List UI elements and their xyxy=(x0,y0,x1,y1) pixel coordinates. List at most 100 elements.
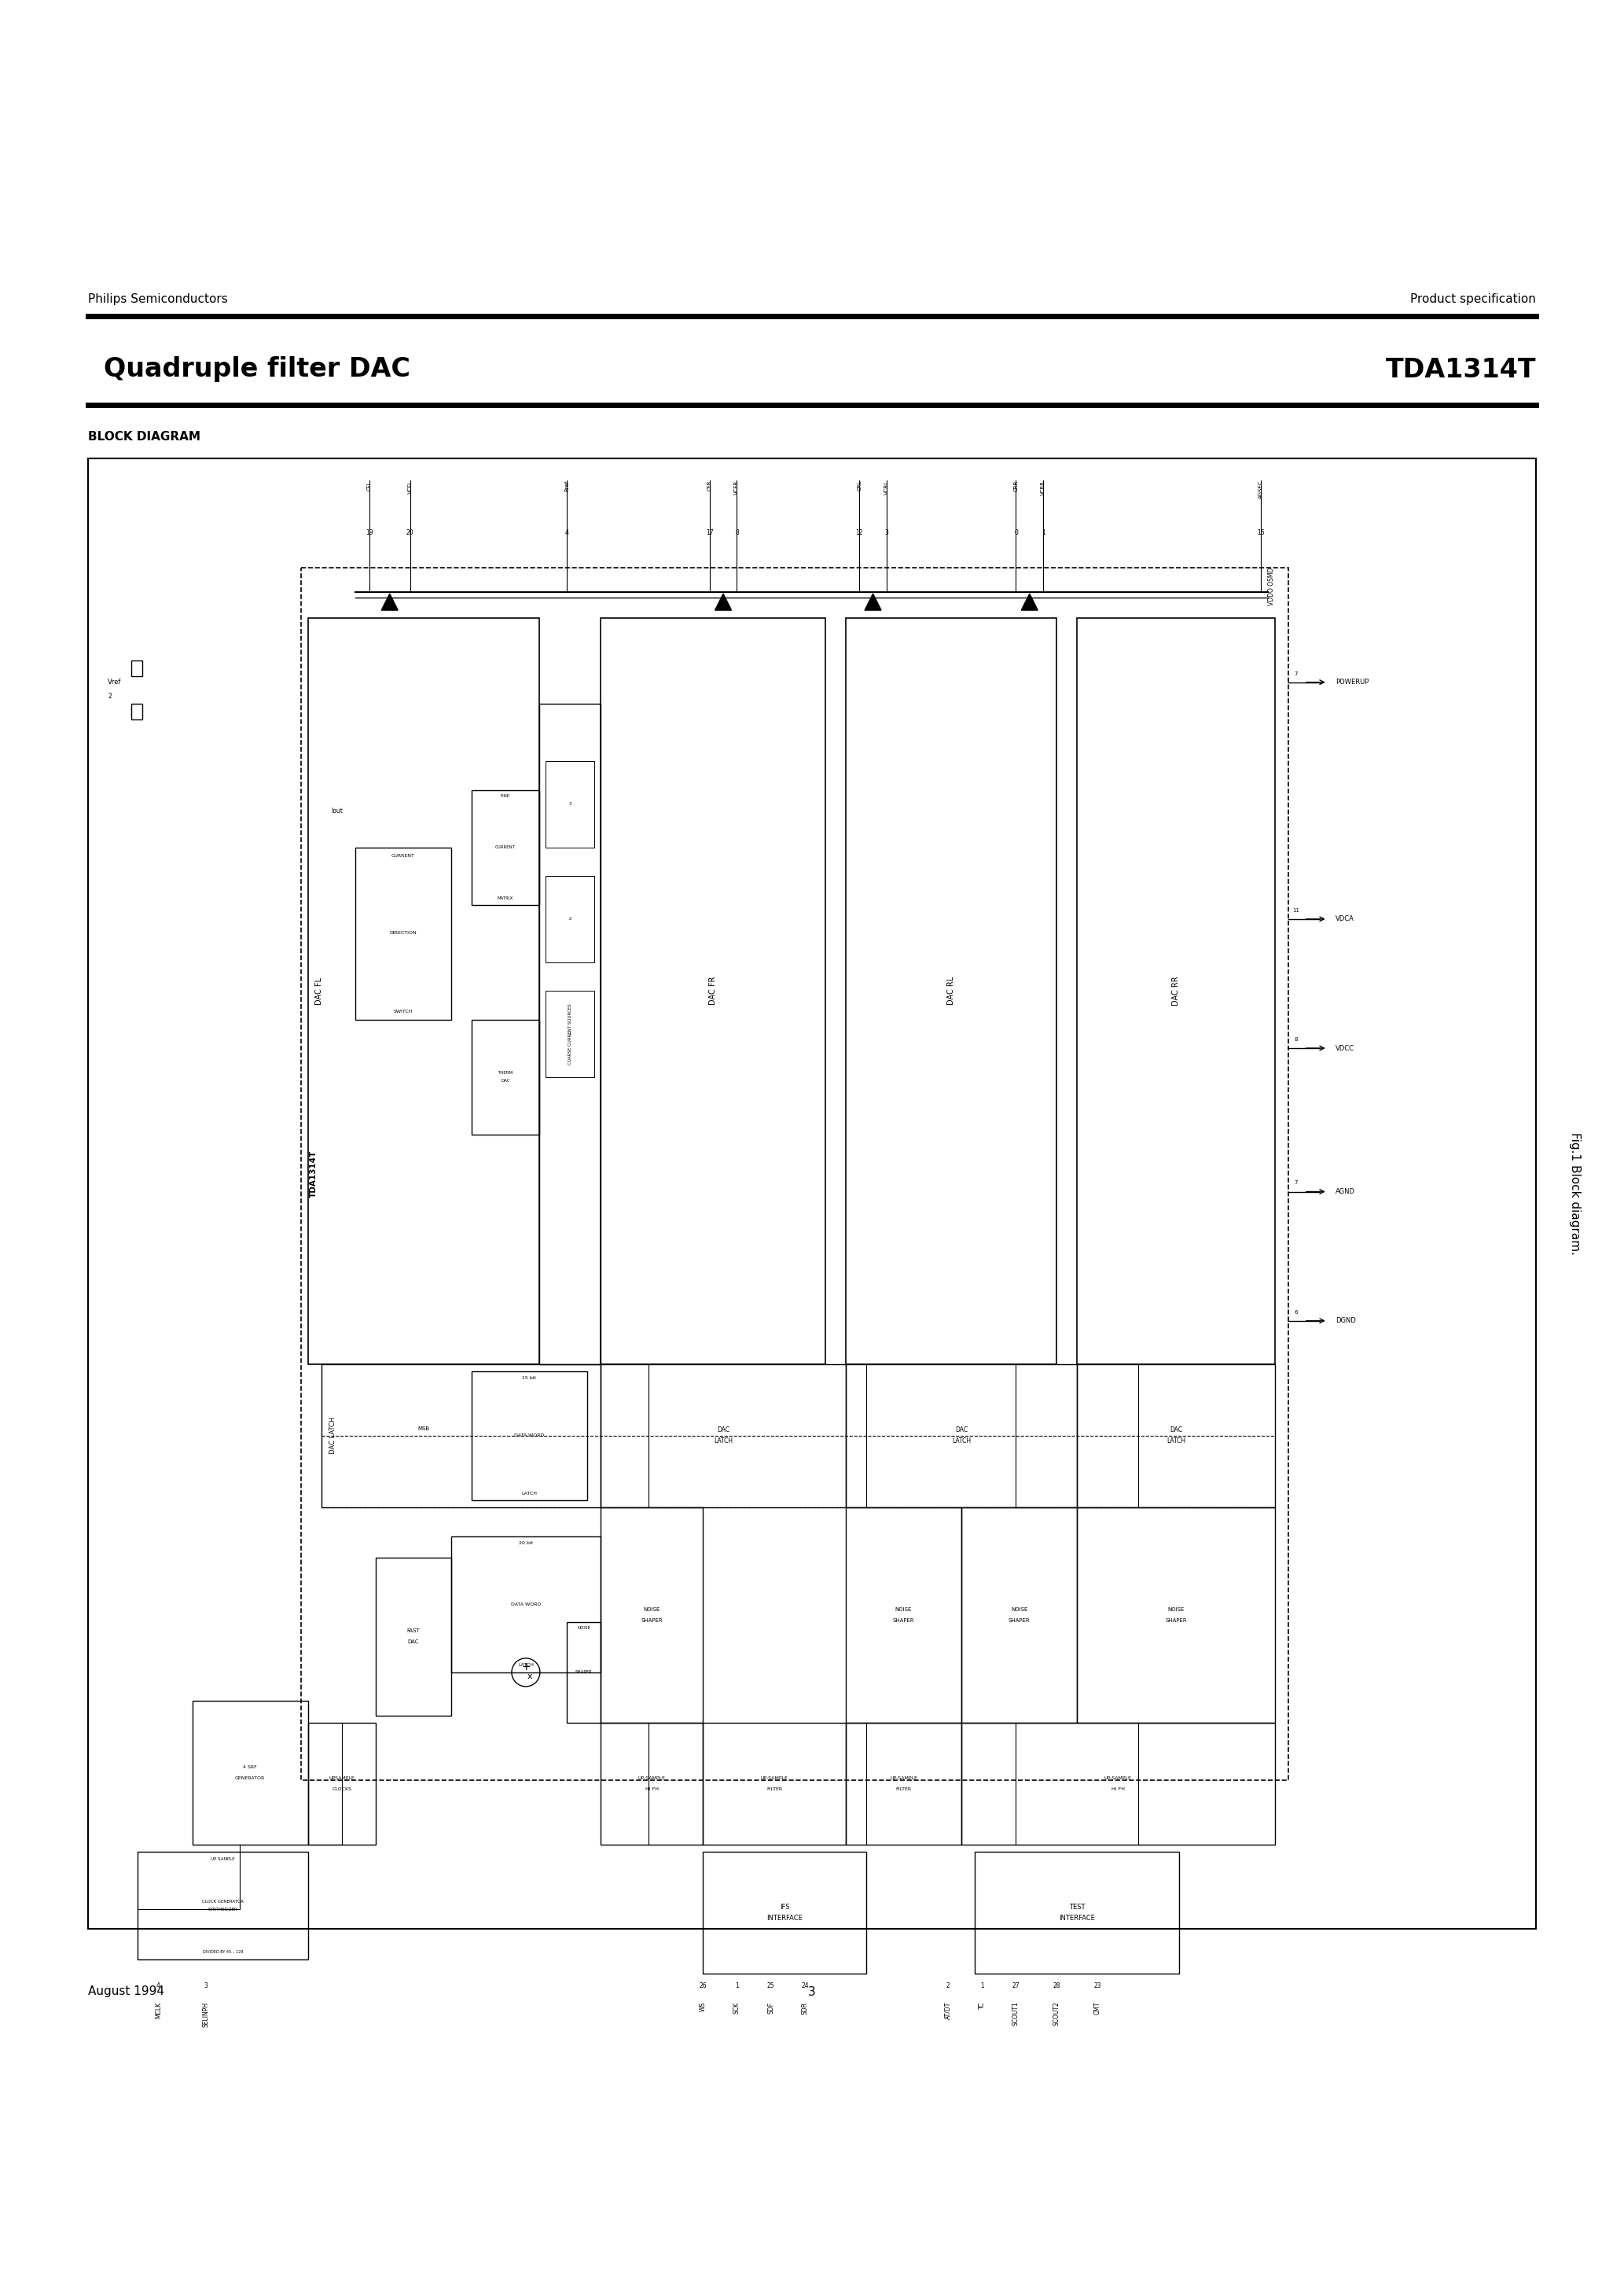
Bar xyxy=(961,1508,1077,1722)
Text: Product specification: Product specification xyxy=(1410,294,1536,305)
Text: POWERUP: POWERUP xyxy=(1335,680,1369,687)
Text: CRR: CRR xyxy=(1013,480,1018,491)
Text: SDR: SDR xyxy=(801,2002,809,2014)
Bar xyxy=(471,790,539,905)
Text: Philips Semiconductors: Philips Semiconductors xyxy=(88,294,227,305)
Text: UP SAMPLE: UP SAMPLE xyxy=(211,1857,235,1862)
Text: VDDO OSMD: VDDO OSMD xyxy=(1268,567,1275,606)
Bar xyxy=(601,1364,846,1508)
Bar xyxy=(974,1853,1179,1975)
Text: COARSE CURRENT SOURCES: COARSE CURRENT SOURCES xyxy=(568,1003,572,1065)
Text: HI FH: HI FH xyxy=(645,1786,658,1791)
Text: DAC: DAC xyxy=(1169,1426,1182,1433)
Text: SCK: SCK xyxy=(734,2002,741,2014)
Text: 2: 2 xyxy=(107,693,112,700)
Text: 4: 4 xyxy=(565,530,568,537)
Text: x: x xyxy=(528,1671,533,1681)
Text: SHAPER: SHAPER xyxy=(1164,1619,1187,1623)
Text: Fig.1 Block diagram.: Fig.1 Block diagram. xyxy=(1569,1132,1582,1256)
Bar xyxy=(471,1371,588,1499)
Text: CMT: CMT xyxy=(1095,2002,1101,2014)
Text: UP-SAMPLE: UP-SAMPLE xyxy=(638,1777,666,1779)
Text: DAC LATCH: DAC LATCH xyxy=(330,1417,336,1453)
Text: 8: 8 xyxy=(1294,1038,1298,1042)
Polygon shape xyxy=(864,595,882,611)
Text: TDA1314T: TDA1314T xyxy=(310,1150,318,1199)
Text: 4 SRF: 4 SRF xyxy=(244,1766,257,1770)
Text: FAST: FAST xyxy=(408,1628,421,1632)
Text: LATCH: LATCH xyxy=(952,1437,971,1444)
Text: SHAPER: SHAPER xyxy=(641,1619,663,1623)
Text: NOISE: NOISE xyxy=(643,1607,659,1612)
Bar xyxy=(846,1722,961,1844)
Bar xyxy=(132,661,143,677)
Text: WS: WS xyxy=(700,2002,706,2011)
Bar xyxy=(1077,618,1275,1364)
Text: THERM: THERM xyxy=(499,1070,513,1075)
Text: SHAPER: SHAPER xyxy=(893,1619,914,1623)
Text: VCFR: VCFR xyxy=(734,480,739,494)
Text: 1: 1 xyxy=(979,1981,984,1988)
Bar xyxy=(846,1508,961,1722)
Bar xyxy=(322,1364,601,1508)
Text: 2: 2 xyxy=(947,1981,950,1988)
Text: CRL: CRL xyxy=(857,480,862,491)
Text: CLOCK GENERATOR: CLOCK GENERATOR xyxy=(201,1899,244,1903)
Text: 3: 3 xyxy=(885,530,888,537)
Text: CLOCKS: CLOCKS xyxy=(333,1786,352,1791)
Text: LATCH: LATCH xyxy=(518,1662,534,1667)
Text: 6: 6 xyxy=(1294,1309,1298,1316)
Text: SDF: SDF xyxy=(767,2002,775,2014)
Text: INTERFACE: INTERFACE xyxy=(767,1915,802,1922)
Text: AGSEC: AGSEC xyxy=(1259,480,1263,498)
Text: 23: 23 xyxy=(1095,1981,1101,1988)
Text: 7: 7 xyxy=(1294,670,1298,675)
Text: 0: 0 xyxy=(1013,530,1018,537)
Bar xyxy=(88,459,1536,1929)
Text: 19: 19 xyxy=(365,530,374,537)
Text: TEST: TEST xyxy=(1069,1903,1085,1910)
Bar xyxy=(451,1536,601,1671)
Polygon shape xyxy=(715,595,731,611)
Text: VCRL: VCRL xyxy=(883,480,888,494)
Text: AT/DT: AT/DT xyxy=(944,2002,952,2018)
Text: VDCA: VDCA xyxy=(1335,916,1354,923)
Text: Iout: Iout xyxy=(331,808,343,815)
Text: SYNTHESIZER: SYNTHESIZER xyxy=(208,1908,237,1913)
Text: UPSAMPLE: UPSAMPLE xyxy=(330,1777,356,1779)
Text: MCLK: MCLK xyxy=(154,2002,162,2018)
Bar xyxy=(961,1722,1275,1844)
Text: 3: 3 xyxy=(568,801,572,806)
Text: MATRIX: MATRIX xyxy=(497,895,513,900)
Text: Quadruple filter DAC: Quadruple filter DAC xyxy=(104,356,411,383)
Text: LATCH: LATCH xyxy=(1166,1437,1186,1444)
Text: 11: 11 xyxy=(1293,907,1299,914)
Text: August 1994: August 1994 xyxy=(88,1986,164,1998)
Text: LATCH: LATCH xyxy=(713,1437,732,1444)
Text: 3: 3 xyxy=(809,1986,815,1998)
Text: UP-SAMPLE: UP-SAMPLE xyxy=(1104,1777,1132,1779)
Text: DAC FL: DAC FL xyxy=(315,978,323,1006)
Bar xyxy=(601,1508,703,1722)
Text: 25: 25 xyxy=(767,1981,775,1988)
Text: NOISE: NOISE xyxy=(895,1607,913,1612)
Text: FILTER: FILTER xyxy=(767,1786,783,1791)
Text: SELINPH: SELINPH xyxy=(203,2002,209,2027)
Text: Rref: Rref xyxy=(564,480,568,491)
Text: SCOUT2: SCOUT2 xyxy=(1054,2002,1060,2025)
Bar xyxy=(309,1722,377,1844)
Text: HI FH: HI FH xyxy=(1111,1786,1125,1791)
Polygon shape xyxy=(1021,595,1038,611)
Bar xyxy=(546,992,594,1077)
Text: FINE: FINE xyxy=(500,794,510,799)
Bar xyxy=(567,1623,601,1722)
Text: DGND: DGND xyxy=(1335,1318,1356,1325)
Text: TC: TC xyxy=(978,2002,986,2009)
Text: 27: 27 xyxy=(1012,1981,1020,1988)
Text: CFL: CFL xyxy=(367,480,372,491)
Bar xyxy=(1077,1364,1275,1508)
Text: DAC: DAC xyxy=(716,1426,729,1433)
Bar xyxy=(601,618,825,1364)
Text: DAC: DAC xyxy=(408,1639,419,1644)
Bar xyxy=(546,762,594,847)
